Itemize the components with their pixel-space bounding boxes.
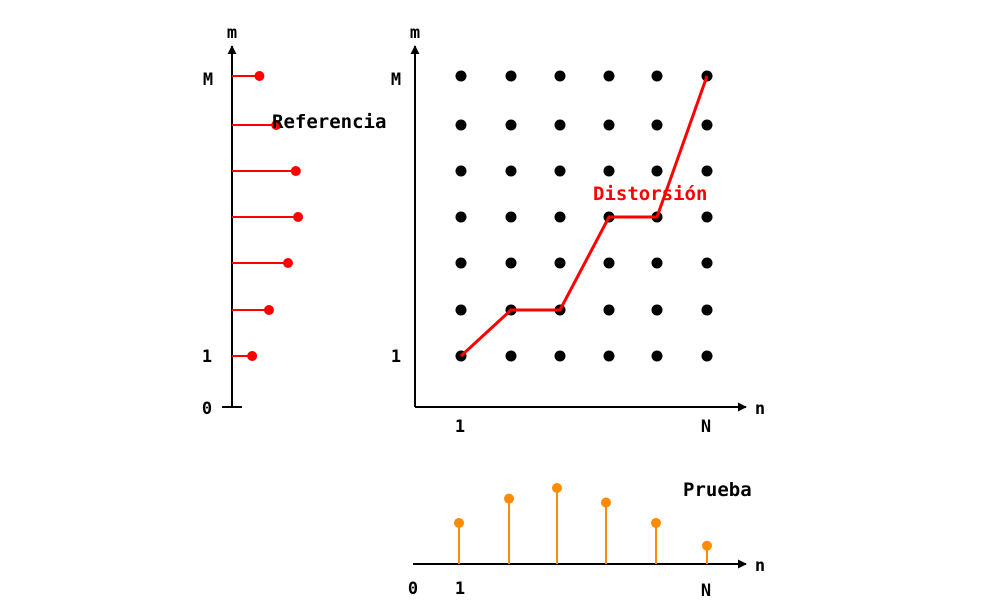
test-panel: n 0 1 N Prueba (408, 479, 765, 601)
grid-dot (554, 257, 566, 269)
grid-dot (651, 304, 663, 316)
grid-dot (603, 70, 615, 82)
reference-stem-dot (293, 212, 304, 222)
test-n-axis-label: n (755, 556, 765, 576)
grid-dot (554, 70, 566, 82)
test-stem-dot (651, 517, 661, 528)
grid-dot (505, 257, 517, 269)
grid-dot (455, 70, 467, 82)
test-stem-dot (552, 483, 562, 493)
grid-dot (505, 211, 517, 223)
reference-stem-dot (247, 351, 258, 361)
grid-dot (701, 350, 713, 362)
grid-dot (651, 70, 663, 82)
grid-dot (455, 304, 467, 316)
grid-dot (505, 350, 517, 362)
reference-stems (232, 71, 304, 361)
grid-dot (651, 350, 663, 362)
grid-dot (505, 165, 517, 177)
grid-dot (505, 119, 517, 131)
grid-n-axis-label: n (755, 399, 765, 419)
test-stem-dot (504, 493, 514, 504)
grid-dot (701, 304, 713, 316)
grid-dot (701, 119, 713, 131)
grid-dot (554, 211, 566, 223)
reference-tick-1: 1 (202, 347, 212, 367)
grid-dot (651, 119, 663, 131)
test-stems (454, 483, 712, 564)
grid-tick-N: N (701, 417, 711, 437)
reference-panel: m M 1 0 Referencia (202, 23, 387, 419)
test-stem-dot (601, 497, 611, 508)
grid-dot (651, 165, 663, 177)
grid-dot (554, 165, 566, 177)
grid-dot (603, 165, 615, 177)
grid-tick-M: M (391, 70, 401, 90)
reference-m-axis-label: m (227, 23, 237, 43)
grid-dot (505, 70, 517, 82)
reference-stem-dot (271, 120, 282, 130)
grid-dot (603, 119, 615, 131)
reference-tick-M: M (203, 70, 213, 90)
grid-dot (455, 165, 467, 177)
grid-dot (701, 211, 713, 223)
grid-tick-m-1: 1 (391, 347, 401, 367)
reference-stem-dot (290, 166, 301, 176)
test-stem-dot (454, 517, 464, 528)
reference-stem-dot (283, 258, 293, 268)
grid-dots (455, 70, 713, 362)
grid-m-axis-label: m (410, 23, 420, 43)
distortion-label: Distorsión (593, 183, 707, 205)
grid-dot (554, 119, 566, 131)
distortion-path (459, 75, 709, 358)
grid-dot (651, 257, 663, 269)
grid-dot (603, 350, 615, 362)
alignment-grid-panel: m n M 1 1 N Distorsión (391, 23, 765, 437)
reference-tick-0: 0 (202, 399, 212, 419)
grid-dot (701, 257, 713, 269)
grid-dot (455, 211, 467, 223)
reference-stem-dot (254, 71, 265, 81)
test-label: Prueba (683, 479, 752, 501)
grid-dot (701, 165, 713, 177)
grid-dot (455, 257, 467, 269)
grid-dot (554, 350, 566, 362)
grid-dot (455, 119, 467, 131)
grid-dot (603, 304, 615, 316)
test-tick-N: N (701, 581, 711, 601)
test-tick-0: 0 (408, 579, 418, 599)
reference-label: Referencia (272, 111, 386, 133)
test-tick-1: 1 (455, 579, 465, 599)
grid-dot (603, 257, 615, 269)
reference-stem-dot (263, 305, 274, 315)
grid-tick-n-1: 1 (455, 417, 465, 437)
test-stem-dot (702, 540, 712, 551)
